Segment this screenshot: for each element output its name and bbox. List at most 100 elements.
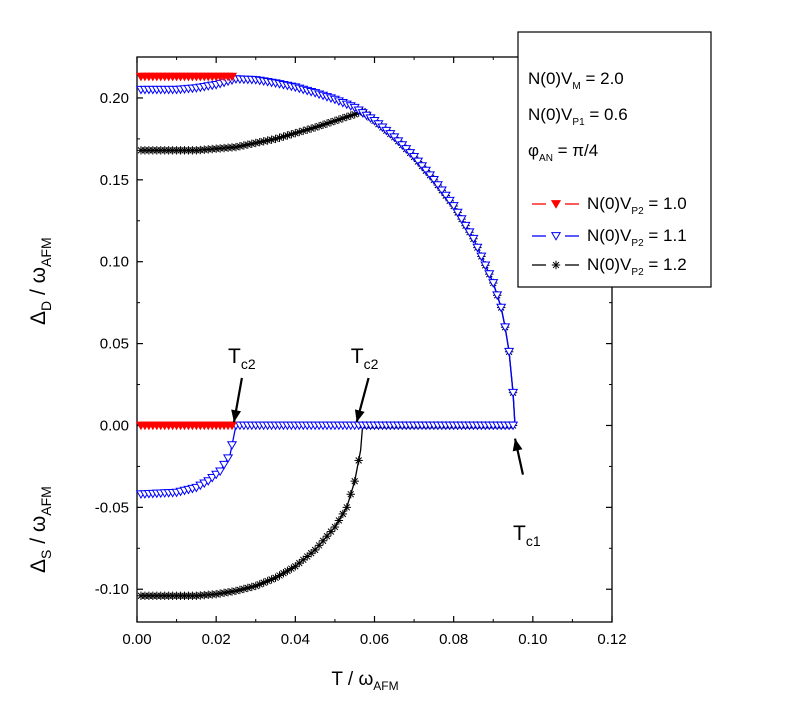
series-layer xyxy=(135,72,519,600)
data-point xyxy=(480,261,491,271)
data-point xyxy=(338,509,348,519)
data-point xyxy=(283,131,292,140)
y-tick-label: 0.10 xyxy=(100,254,129,271)
data-point xyxy=(275,133,284,142)
data-point xyxy=(211,470,222,480)
data-point xyxy=(330,522,340,532)
data-point xyxy=(409,153,420,162)
data-point xyxy=(448,202,459,211)
data-point xyxy=(322,531,332,541)
data-point xyxy=(322,119,332,128)
data-point xyxy=(346,490,355,499)
x-tick-label: 0.08 xyxy=(439,631,468,648)
series-line xyxy=(140,424,516,597)
data-point xyxy=(476,252,487,262)
data-point xyxy=(551,260,561,270)
x-axis-label: T / ωAFM xyxy=(331,669,398,693)
annotations: Tc2 Tc2 Tc1 xyxy=(228,345,541,549)
data-point xyxy=(207,474,218,483)
data-point xyxy=(456,215,467,224)
data-point xyxy=(342,112,351,122)
legend-entry: N(0)VP2 = 1.1 xyxy=(532,226,687,249)
data-point xyxy=(291,128,300,138)
data-point xyxy=(303,125,312,134)
data-point xyxy=(550,232,562,241)
data-point xyxy=(488,279,499,288)
tc-arrow-head xyxy=(231,409,242,423)
legend-entries: N(0)VP2 = 1.0 N(0)VP2 = 1.1 N(0)VP2 = 1.2 xyxy=(532,194,687,278)
y-axis-label-upper: ΔD / ωAFM xyxy=(27,237,54,325)
x-tick-label: 0.06 xyxy=(360,631,389,648)
data-point xyxy=(251,581,260,591)
y-axis-label-lower: ΔS / ωAFM xyxy=(27,486,54,573)
data-point xyxy=(215,467,226,477)
tc-arrow-head xyxy=(512,438,523,452)
data-point xyxy=(222,454,234,463)
y-tick-label: 0.00 xyxy=(100,417,129,434)
data-point xyxy=(436,186,447,196)
data-point xyxy=(412,157,424,167)
data-point xyxy=(350,476,359,486)
data-point xyxy=(440,191,451,201)
data-point xyxy=(247,582,256,592)
x-tick-label: 0.02 xyxy=(202,631,231,648)
data-point xyxy=(239,584,249,594)
x-tick-label: 0.00 xyxy=(122,631,151,648)
data-point xyxy=(354,456,363,465)
parameter-list: N(0)VM = 2.0 N(0)VP1 = 0.6 φAN = π/4 xyxy=(528,69,628,164)
data-point xyxy=(416,162,428,171)
parameter-text: φAN = π/4 xyxy=(528,141,598,164)
data-point xyxy=(460,221,471,231)
series-line xyxy=(140,110,516,426)
data-point xyxy=(291,562,300,571)
data-point xyxy=(507,388,519,398)
parameter-text: N(0)VP1 = 0.6 xyxy=(528,105,628,128)
data-point xyxy=(484,270,495,279)
data-point xyxy=(507,421,519,431)
series-group xyxy=(135,72,238,431)
data-point xyxy=(464,228,475,237)
legend-label: N(0)VP2 = 1.2 xyxy=(587,255,687,278)
data-point xyxy=(219,460,230,470)
data-point xyxy=(492,291,503,301)
data-point xyxy=(334,516,344,525)
parameter-text: N(0)VM = 2.0 xyxy=(528,69,624,92)
tc-arrow-head xyxy=(354,409,365,423)
y-tick-label: 0.15 xyxy=(100,172,129,189)
tc-annotation-label: Tc2 xyxy=(351,345,379,372)
legend-entry: N(0)VP2 = 1.0 xyxy=(532,194,687,217)
x-tick-label: 0.12 xyxy=(597,631,626,648)
data-point xyxy=(226,72,238,82)
data-point xyxy=(444,196,455,206)
data-point xyxy=(346,111,355,120)
data-point xyxy=(306,124,316,133)
data-point xyxy=(432,181,443,190)
x-tick-label: 0.10 xyxy=(518,631,547,648)
legend-entry: N(0)VP2 = 1.2 xyxy=(532,255,687,278)
data-point xyxy=(226,441,238,450)
data-point xyxy=(239,141,249,150)
data-point xyxy=(203,477,214,486)
data-point xyxy=(231,586,241,596)
tc-annotation-label: Tc1 xyxy=(513,522,541,549)
legend-label: N(0)VP2 = 1.1 xyxy=(587,226,687,249)
data-point xyxy=(342,503,351,512)
data-point xyxy=(468,234,479,244)
data-point xyxy=(452,208,463,218)
data-point xyxy=(226,421,238,431)
data-point xyxy=(424,171,435,181)
data-point xyxy=(299,126,308,136)
y-tick-label: 0.05 xyxy=(100,336,129,353)
data-point xyxy=(472,243,483,253)
legend: N(0)VM = 2.0 N(0)VP1 = 0.6 φAN = π/4 N(0)V… xyxy=(517,31,712,288)
series-line xyxy=(140,78,516,426)
data-point xyxy=(550,200,562,209)
tc-annotation-label: Tc2 xyxy=(228,345,256,372)
legend-label: N(0)VP2 = 1.0 xyxy=(587,194,687,217)
y-tick-label: -0.10 xyxy=(95,581,129,598)
x-tick-label: 0.04 xyxy=(281,631,310,648)
y-tick-label: 0.20 xyxy=(100,90,129,107)
data-point xyxy=(428,175,439,185)
data-point xyxy=(500,323,511,332)
